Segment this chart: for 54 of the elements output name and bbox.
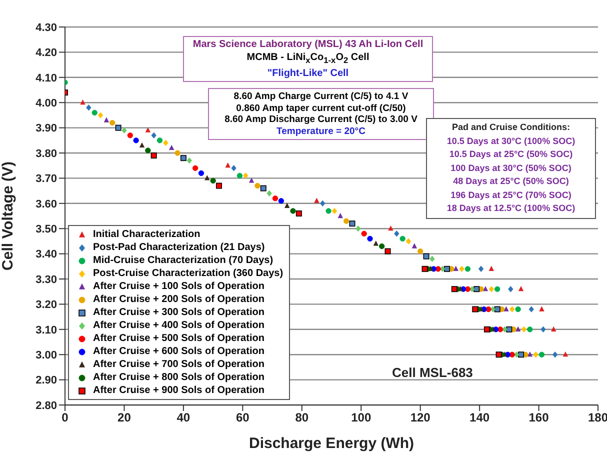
y-tick-label: 3.60	[36, 198, 57, 210]
x-tick-label: 20	[118, 410, 132, 425]
legend-label: Mid-Cruise Characterization (70 Days)	[93, 255, 274, 266]
y-tick-label: 3.20	[36, 299, 57, 312]
annotation: Cell MSL-683	[392, 365, 473, 380]
annotation: 100 Days at 30°C (50% SOC)	[450, 162, 572, 175]
y-tick-label: 3.50	[36, 224, 57, 236]
legend-label: After Cruise + 200 Sols of Operation	[93, 294, 264, 305]
y-tick-label: 3.40	[36, 248, 57, 261]
x-tick-label: 0	[62, 410, 69, 425]
legend-label: After Cruise + 400 Sols of Operation	[93, 320, 264, 331]
y-tick-label: 3.00	[36, 350, 57, 362]
y-tick-label: 3.90	[36, 122, 57, 135]
y-tick-label: 4.20	[36, 47, 57, 60]
y-tick-label: 3.10	[36, 324, 57, 336]
annotation: 8.60 Amp Charge Current (C/5) to 4.1 V	[232, 91, 410, 102]
y-tick-label: 4.30	[36, 22, 57, 34]
y-tick-label: 3.80	[36, 148, 57, 160]
legend-label: After Cruise + 300 Sols of Operation	[93, 307, 264, 318]
annotation: 18 Days at 12.5°C (100% SOC)	[446, 202, 576, 215]
x-tick-label: 100	[351, 410, 372, 425]
legend-label: After Cruise + 500 Sols of Operation	[93, 333, 264, 344]
annotation: 0.860 Amp taper current cut-off (C/50)	[235, 102, 407, 114]
annotation: 8.60 Amp Discharge Current (C/5) to 3.00 V	[224, 114, 418, 126]
legend-label: After Cruise + 900 Sols of Operation	[93, 385, 264, 396]
annotation: "Flight-Like" Cell	[266, 67, 350, 80]
x-axis-title: Discharge Energy (Wh)	[248, 435, 414, 452]
annotation: Pad and Cruise Conditions:	[450, 121, 571, 134]
annotation: 48 Days at 25°C (50% SOC)	[452, 175, 570, 188]
x-tick-label: 140	[470, 410, 490, 425]
y-tick-label: 3.70	[36, 173, 57, 186]
legend-label: After Cruise + 100 Sols of Operation	[93, 281, 264, 292]
annotation: Temperature = 20°C	[276, 126, 366, 137]
y-tick-label: 4.00	[36, 98, 57, 110]
y-tick-label: 4.10	[36, 72, 57, 84]
y-axis-title: Cell Voltage (V)	[0, 162, 16, 270]
x-tick-label: 120	[410, 410, 431, 425]
y-tick-label: 2.80	[36, 400, 57, 412]
legend-label: Post-Cruise Characterization (360 Days)	[93, 268, 284, 279]
annotation: 10.5 Days at 30°C (100% SOC)	[446, 134, 576, 148]
legend-label: After Cruise + 800 Sols of Operation	[93, 372, 264, 383]
annotation: 10.5 Days at 25°C (50% SOC)	[448, 148, 574, 161]
x-tick-label: 40	[176, 410, 190, 425]
y-tick-label: 3.30	[36, 274, 57, 286]
x-tick-label: 60	[236, 410, 250, 425]
title-box: Mars Science Laboratory (MSL) 43 Ah Li-Ion Cell MCMB - LiNi$_{x}$Co$_{1-x}$O$_{2}$ Cell "Flight-Like" Cell	[183, 36, 433, 82]
x-tick-label: 160	[528, 410, 550, 425]
x-tick-label: 80	[295, 410, 309, 425]
annotation: 196 Days at 25°C (70% SOC)	[450, 188, 572, 202]
legend-label: Initial Characterization	[93, 229, 200, 240]
legend-label: Post-Pad Characterization (21 Days)	[93, 242, 265, 253]
y-tick-label: 2.90	[36, 374, 57, 387]
legend-label: After Cruise + 700 Sols of Operation	[93, 359, 264, 370]
legend-label: After Cruise + 600 Sols of Operation	[93, 346, 264, 357]
